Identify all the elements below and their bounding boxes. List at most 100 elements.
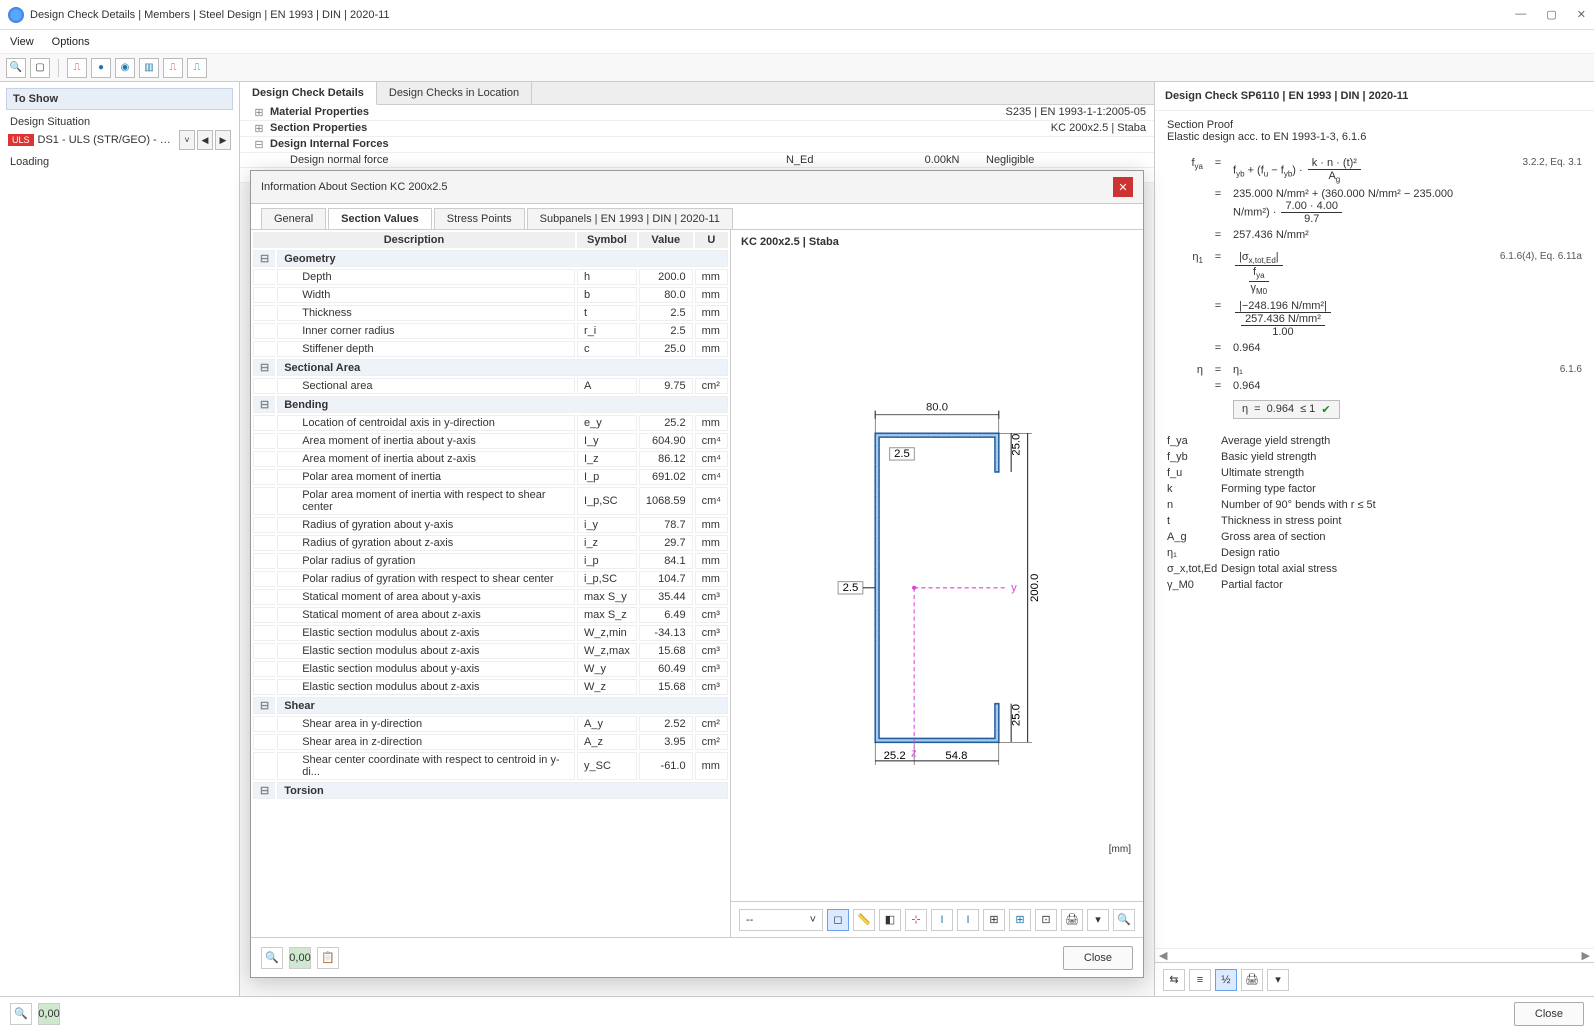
left-pane: To Show Design Situation ULS DS1 - ULS (…: [0, 82, 240, 996]
svg-text:2.5: 2.5: [843, 582, 859, 594]
col-description: Description: [253, 232, 575, 248]
fya-numeric: = 235.000 N/mm² + (360.000 N/mm² − 235.0…: [1167, 188, 1582, 225]
maximize-button[interactable]: ▢: [1546, 8, 1556, 21]
next-button[interactable]: ▶: [215, 130, 231, 150]
app-logo: [8, 7, 24, 23]
figbtn-4[interactable]: ⊹: [905, 909, 927, 931]
svg-text:z: z: [911, 748, 917, 760]
bottom-search-button[interactable]: 🔍: [10, 1003, 32, 1025]
tab-stress-points[interactable]: Stress Points: [434, 208, 525, 229]
figbtn-9[interactable]: ⊡: [1035, 909, 1057, 931]
info-dialog-title: Information About Section KC 200x2.5: [261, 181, 448, 193]
info-close-button[interactable]: Close: [1063, 946, 1133, 970]
info-dialog-body: Description Symbol Value U ⊟GeometryDept…: [251, 230, 1143, 937]
menu-view[interactable]: View: [10, 36, 34, 48]
rfoot-btn-1[interactable]: ⇆: [1163, 969, 1185, 991]
fya-result: =257.436 N/mm²: [1167, 229, 1582, 241]
figbtn-8[interactable]: ⊞: [1009, 909, 1031, 931]
figbtn-6[interactable]: I: [957, 909, 979, 931]
rfoot-btn-print[interactable]: 🖨: [1241, 969, 1263, 991]
toolbar-btn-6[interactable]: ▥: [139, 58, 159, 78]
menu-options[interactable]: Options: [52, 36, 90, 48]
section-figure-pane: KC 200x2.5 | Staba 80.0200.025.025.02.52…: [731, 230, 1143, 937]
svg-text:80.0: 80.0: [926, 402, 948, 414]
design-check-title: Design Check SP6110 | EN 1993 | DIN | 20…: [1155, 82, 1594, 111]
center-tabs: Design Check Details Design Checks in Lo…: [240, 82, 1154, 105]
figure-area: 80.0200.025.025.02.52.525.254.8yz [mm]: [731, 254, 1143, 901]
tab-location[interactable]: Design Checks in Location: [377, 82, 532, 104]
tab-general[interactable]: General: [261, 208, 326, 229]
tab-details[interactable]: Design Check Details: [240, 82, 377, 105]
toolbar-btn-7[interactable]: ⎍: [163, 58, 183, 78]
figbtn-1[interactable]: ◻: [827, 909, 849, 931]
tab-subpanels[interactable]: Subpanels | EN 1993 | DIN | 2020-11: [527, 208, 733, 229]
symbol-definitions: f_yaAverage yield strengthf_ybBasic yiel…: [1167, 433, 1582, 593]
window-controls: — ▢ ✕: [1515, 8, 1586, 21]
design-situation-value: DS1 - ULS (STR/GEO) - Perman...: [38, 134, 177, 146]
right-footer: ⇆ ≡ ½ 🖨 ▾: [1155, 962, 1594, 996]
right-pane: Design Check SP6110 | EN 1993 | DIN | 20…: [1154, 82, 1594, 996]
menubar: View Options: [0, 30, 1594, 54]
section-diagram: 80.0200.025.025.02.52.525.254.8yz: [731, 254, 1143, 901]
eta-eq: η=η₁6.1.6: [1167, 364, 1582, 376]
figbtn-3[interactable]: ◧: [879, 909, 901, 931]
design-situation-combo[interactable]: ULS DS1 - ULS (STR/GEO) - Perman... ˅ ◀ …: [8, 130, 231, 150]
titlebar: Design Check Details | Members | Steel D…: [0, 0, 1594, 30]
loading-label: Loading: [10, 156, 229, 168]
figbtn-print-drop[interactable]: ▾: [1087, 909, 1109, 931]
figure-toolbar: --˅ ◻ 📏 ◧ ⊹ I I ⊞ ⊞ ⊡ 🖨 ▾ 🔍: [731, 901, 1143, 937]
rfoot-btn-print-drop[interactable]: ▾: [1267, 969, 1289, 991]
bottombar: 🔍 0,00 Close: [0, 996, 1594, 1030]
svg-text:25.2: 25.2: [884, 750, 906, 762]
rfoot-btn-2[interactable]: ≡: [1189, 969, 1211, 991]
toolbar-btn-2[interactable]: ▢: [30, 58, 50, 78]
to-show-heading: To Show: [6, 88, 233, 110]
toolbar-btn-4[interactable]: ●: [91, 58, 111, 78]
bottom-close-button[interactable]: Close: [1514, 1002, 1584, 1026]
center-pane: Design Check Details Design Checks in Lo…: [240, 82, 1154, 996]
close-window-button[interactable]: ✕: [1577, 8, 1586, 21]
info-dialog: Information About Section KC 200x2.5 ✕ G…: [250, 170, 1144, 978]
svg-text:25.0: 25.0: [1010, 434, 1022, 456]
svg-text:2.5: 2.5: [894, 448, 910, 460]
eta1-numeric: = |−248.196 N/mm²|257.436 N/mm²1.00: [1167, 300, 1582, 338]
toolbar-btn-5[interactable]: ◉: [115, 58, 135, 78]
figbtn-2[interactable]: 📏: [853, 909, 875, 931]
info-dialog-titlebar: Information About Section KC 200x2.5 ✕: [251, 171, 1143, 204]
info-dialog-tabs: General Section Values Stress Points Sub…: [251, 204, 1143, 230]
minimize-button[interactable]: —: [1515, 8, 1526, 21]
toolbar: 🔍 ▢ ⎍ ● ◉ ▥ ⎍ ⎍: [0, 54, 1594, 82]
right-body: Section Proof Elastic design acc. to EN …: [1155, 111, 1594, 948]
col-symbol: Symbol: [577, 232, 637, 248]
figbtn-print[interactable]: 🖨: [1061, 909, 1083, 931]
figure-title: KC 200x2.5 | Staba: [731, 230, 1143, 254]
figbtn-7[interactable]: ⊞: [983, 909, 1005, 931]
rfoot-btn-3[interactable]: ½: [1215, 969, 1237, 991]
col-value: Value: [639, 232, 693, 248]
figbtn-5[interactable]: I: [931, 909, 953, 931]
toolbar-sep: [58, 59, 59, 77]
section-values-table-pane: Description Symbol Value U ⊟GeometryDept…: [251, 230, 731, 937]
footer-search-button[interactable]: 🔍: [261, 947, 283, 969]
footer-units-button[interactable]: 0,00: [289, 947, 311, 969]
figure-select[interactable]: --˅: [739, 909, 823, 931]
figure-units: [mm]: [1109, 844, 1131, 855]
toolbar-btn-3[interactable]: ⎍: [67, 58, 87, 78]
figbtn-zoom[interactable]: 🔍: [1113, 909, 1135, 931]
info-dialog-footer: 🔍 0,00 📋 Close: [251, 937, 1143, 977]
info-dialog-close-icon[interactable]: ✕: [1113, 177, 1133, 197]
prev-button[interactable]: ◀: [197, 130, 213, 150]
bottom-units-button[interactable]: 0,00: [38, 1003, 60, 1025]
toolbar-btn-1[interactable]: 🔍: [6, 58, 26, 78]
fya-formula: fya= fyb + (fu − fyb) · k · n · (t)²Ag 3…: [1167, 157, 1582, 184]
section-values-table: Description Symbol Value U ⊟GeometryDept…: [251, 230, 730, 801]
proof-sub: Elastic design acc. to EN 1993-1-3, 6.1.…: [1167, 131, 1582, 143]
eta-final: η = 0.964 ≤ 1 ✔: [1167, 400, 1582, 419]
uls-badge: ULS: [8, 134, 34, 146]
footer-copy-button[interactable]: 📋: [317, 947, 339, 969]
combo-arrow[interactable]: ˅: [179, 130, 195, 150]
tab-section-values[interactable]: Section Values: [328, 208, 432, 229]
svg-text:y: y: [1011, 582, 1017, 594]
toolbar-btn-8[interactable]: ⎍: [187, 58, 207, 78]
col-unit: U: [695, 232, 728, 248]
